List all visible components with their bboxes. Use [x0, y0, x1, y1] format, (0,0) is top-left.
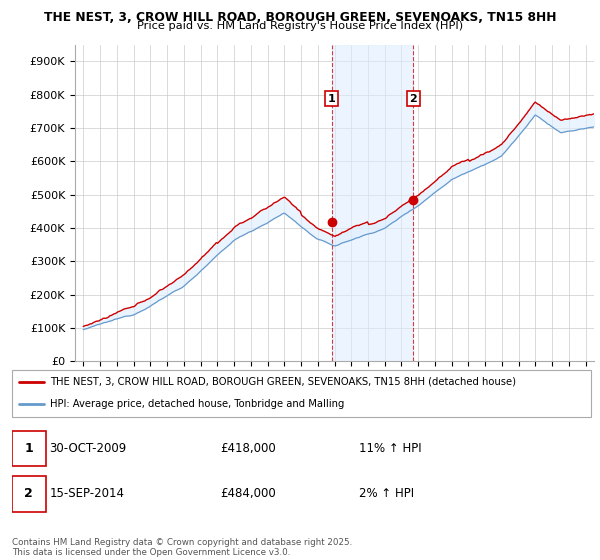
FancyBboxPatch shape	[12, 476, 46, 512]
Text: 1: 1	[25, 442, 33, 455]
Text: 2% ↑ HPI: 2% ↑ HPI	[359, 487, 415, 501]
Text: THE NEST, 3, CROW HILL ROAD, BOROUGH GREEN, SEVENOAKS, TN15 8HH: THE NEST, 3, CROW HILL ROAD, BOROUGH GRE…	[44, 11, 556, 24]
Text: HPI: Average price, detached house, Tonbridge and Malling: HPI: Average price, detached house, Tonb…	[50, 399, 344, 409]
Text: 2: 2	[25, 487, 33, 501]
Text: 30-OCT-2009: 30-OCT-2009	[50, 442, 127, 455]
Text: THE NEST, 3, CROW HILL ROAD, BOROUGH GREEN, SEVENOAKS, TN15 8HH (detached house): THE NEST, 3, CROW HILL ROAD, BOROUGH GRE…	[50, 376, 515, 386]
Text: Price paid vs. HM Land Registry's House Price Index (HPI): Price paid vs. HM Land Registry's House …	[137, 21, 463, 31]
Text: Contains HM Land Registry data © Crown copyright and database right 2025.
This d: Contains HM Land Registry data © Crown c…	[12, 538, 352, 557]
Text: £484,000: £484,000	[220, 487, 276, 501]
FancyBboxPatch shape	[12, 431, 46, 466]
Text: £418,000: £418,000	[220, 442, 276, 455]
Text: 1: 1	[328, 94, 335, 104]
Text: 15-SEP-2014: 15-SEP-2014	[50, 487, 125, 501]
Text: 2: 2	[409, 94, 417, 104]
Bar	[332, 45, 413, 361]
Text: 11% ↑ HPI: 11% ↑ HPI	[359, 442, 422, 455]
